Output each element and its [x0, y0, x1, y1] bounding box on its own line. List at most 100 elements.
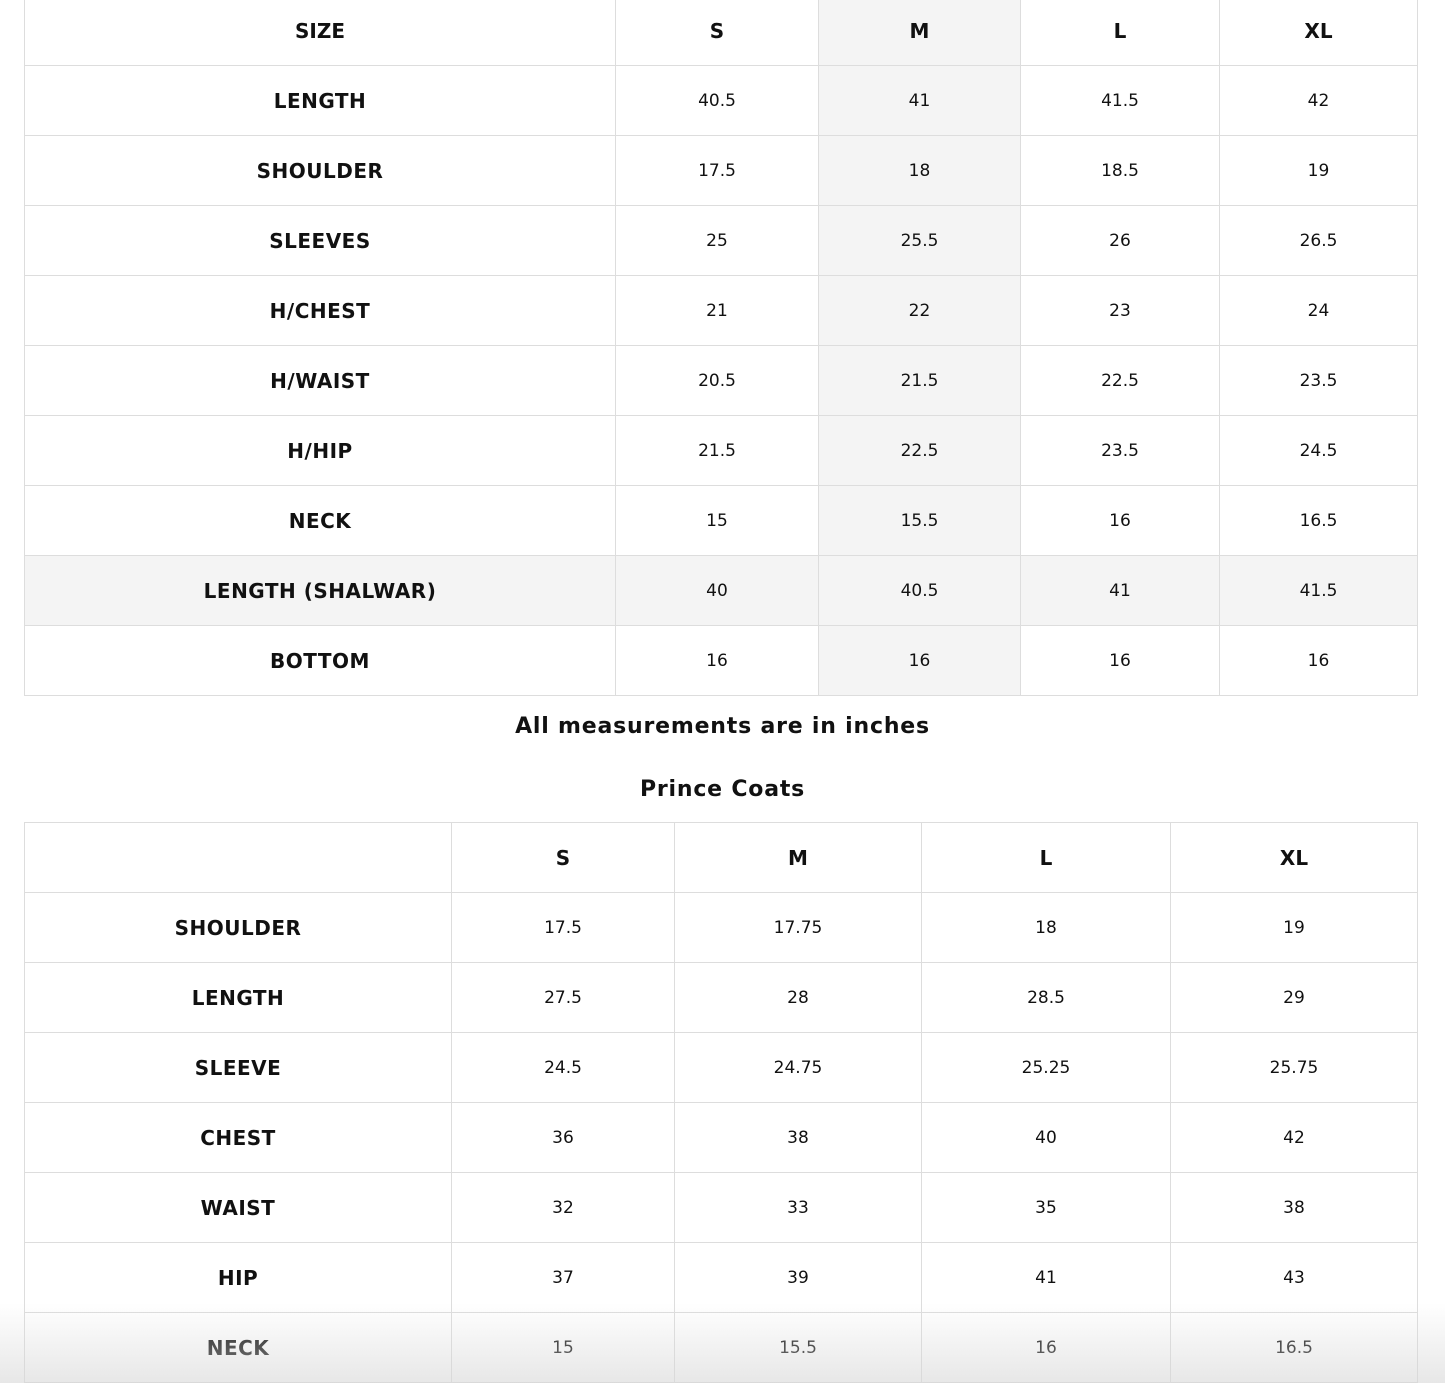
measurement-value: 23.5 — [1219, 345, 1418, 416]
measurement-value: 26 — [1020, 205, 1220, 276]
header-row: SIZE S M L XL — [24, 0, 1418, 66]
size-header-cell: S — [615, 0, 819, 66]
measurement-value: 18 — [818, 135, 1021, 206]
measurement-value: 24.5 — [451, 1032, 675, 1103]
measurement-value: 38 — [674, 1102, 922, 1173]
measurement-label: SLEEVES — [24, 205, 616, 276]
measurement-value: 21 — [615, 275, 819, 346]
measurement-value: 37 — [451, 1242, 675, 1313]
measurement-label: SHOULDER — [24, 892, 452, 963]
measurement-value: 26.5 — [1219, 205, 1418, 276]
measurement-value: 23 — [1020, 275, 1220, 346]
measurement-label: H/HIP — [24, 415, 616, 486]
prince-coats-table: S M L XL SHOULDER 17.5 17.75 18 19 LENGTH 27.5 28 28… — [24, 822, 1418, 1383]
table-row: H/CHEST 21 22 23 24 — [24, 275, 1418, 346]
measurement-label: SHOULDER — [24, 135, 616, 206]
measurement-label: H/WAIST — [24, 345, 616, 416]
measurement-value: 16 — [818, 625, 1021, 696]
measurement-value: 33 — [674, 1172, 922, 1243]
measurement-value: 25.75 — [1170, 1032, 1418, 1103]
measurement-value: 22 — [818, 275, 1021, 346]
measurement-value: 41 — [921, 1242, 1171, 1313]
table-row: SLEEVES 25 25.5 26 26.5 — [24, 205, 1418, 276]
measurement-value: 35 — [921, 1172, 1171, 1243]
measurement-label: LENGTH — [24, 962, 452, 1033]
measurement-value: 40 — [615, 555, 819, 626]
size-chart-table: SIZE S M L XL LENGTH 40.5 41 41.5 42 SHOULDER 17.5 1… — [24, 0, 1418, 696]
measurement-value: 40 — [921, 1102, 1171, 1173]
measurement-value: 16.5 — [1219, 485, 1418, 556]
measurement-value: 25 — [615, 205, 819, 276]
measurement-value: 18.5 — [1020, 135, 1220, 206]
measurement-value: 40.5 — [818, 555, 1021, 626]
size-header-cell: XL — [1170, 822, 1418, 893]
measurement-value: 38 — [1170, 1172, 1418, 1243]
table-row: BOTTOM 16 16 16 16 — [24, 625, 1418, 696]
prince-coats-title: Prince Coats — [639, 777, 806, 802]
measurement-value: 15 — [615, 485, 819, 556]
measurement-value: 22.5 — [1020, 345, 1220, 416]
measurement-value: 17.5 — [615, 135, 819, 206]
measurement-value: 25.25 — [921, 1032, 1171, 1103]
measurement-value: 41 — [1020, 555, 1220, 626]
table-row: SLEEVE 24.5 24.75 25.25 25.75 — [24, 1032, 1418, 1103]
measurement-label: CHEST — [24, 1102, 452, 1173]
size-header-cell: S — [451, 822, 675, 893]
measurement-value: 42 — [1170, 1102, 1418, 1173]
measurement-value: 16 — [921, 1312, 1171, 1383]
table-row: H/HIP 21.5 22.5 23.5 24.5 — [24, 415, 1418, 486]
measurement-value: 15.5 — [818, 485, 1021, 556]
measurement-value: 16.5 — [1170, 1312, 1418, 1383]
measurement-value: 16 — [1020, 625, 1220, 696]
measurement-value: 39 — [674, 1242, 922, 1313]
measurement-note: All measurements are in inches — [515, 714, 930, 739]
measurement-value: 22.5 — [818, 415, 1021, 486]
measurement-value: 15.5 — [674, 1312, 922, 1383]
table-row: SHOULDER 17.5 18 18.5 19 — [24, 135, 1418, 206]
measurement-value: 25.5 — [818, 205, 1021, 276]
table-row: NECK 15 15.5 16 16.5 — [24, 485, 1418, 556]
header-label-cell — [24, 822, 452, 893]
size-header-cell: XL — [1219, 0, 1418, 66]
measurement-label: NECK — [24, 1312, 452, 1383]
measurement-label: H/CHEST — [24, 275, 616, 346]
measurement-label: LENGTH (SHALWAR) — [24, 555, 616, 626]
measurement-value: 42 — [1219, 65, 1418, 136]
measurement-value: 17.75 — [674, 892, 922, 963]
table-row: SHOULDER 17.5 17.75 18 19 — [24, 892, 1418, 963]
size-header-cell: L — [921, 822, 1171, 893]
measurement-value: 18 — [921, 892, 1171, 963]
measurement-value: 21.5 — [818, 345, 1021, 416]
table-row: LENGTH 40.5 41 41.5 42 — [24, 65, 1418, 136]
measurement-value: 41.5 — [1219, 555, 1418, 626]
measurement-value: 24.75 — [674, 1032, 922, 1103]
table-row: H/WAIST 20.5 21.5 22.5 23.5 — [24, 345, 1418, 416]
header-label-cell: SIZE — [24, 0, 616, 66]
table-row: NECK 15 15.5 16 16.5 — [24, 1312, 1418, 1383]
size-header-cell: L — [1020, 0, 1220, 66]
measurement-label: WAIST — [24, 1172, 452, 1243]
measurement-value: 21.5 — [615, 415, 819, 486]
table-row: LENGTH (SHALWAR) 40 40.5 41 41.5 — [24, 555, 1418, 626]
measurement-label: NECK — [24, 485, 616, 556]
measurement-value: 24.5 — [1219, 415, 1418, 486]
measurement-value: 20.5 — [615, 345, 819, 416]
table-row: CHEST 36 38 40 42 — [24, 1102, 1418, 1173]
header-row: S M L XL — [24, 822, 1418, 893]
measurement-value: 29 — [1170, 962, 1418, 1033]
measurement-value: 24 — [1219, 275, 1418, 346]
measurement-value: 19 — [1170, 892, 1418, 963]
table-row: LENGTH 27.5 28 28.5 29 — [24, 962, 1418, 1033]
measurement-value: 32 — [451, 1172, 675, 1243]
measurement-value: 36 — [451, 1102, 675, 1173]
size-header-cell: M — [818, 0, 1021, 66]
measurement-label: HIP — [24, 1242, 452, 1313]
measurement-value: 28.5 — [921, 962, 1171, 1033]
measurement-value: 23.5 — [1020, 415, 1220, 486]
measurement-label: BOTTOM — [24, 625, 616, 696]
measurement-value: 15 — [451, 1312, 675, 1383]
measurement-value: 17.5 — [451, 892, 675, 963]
table-row: HIP 37 39 41 43 — [24, 1242, 1418, 1313]
size-header-cell: M — [674, 822, 922, 893]
measurement-label: SLEEVE — [24, 1032, 452, 1103]
